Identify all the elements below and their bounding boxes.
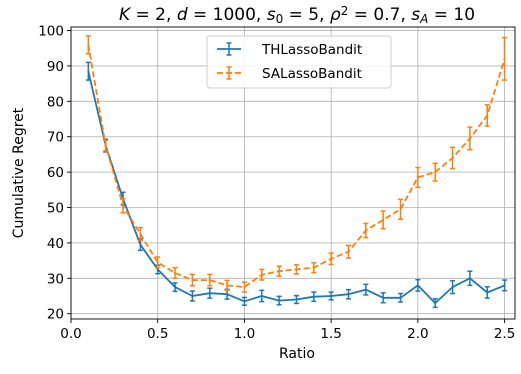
data-point-thlassobandit [486, 291, 489, 294]
data-point-thlassobandit [139, 243, 142, 246]
x-tick-label: 2.5 [494, 326, 515, 342]
data-point-salassobandit [451, 156, 454, 159]
data-point-thlassobandit [156, 268, 159, 271]
data-point-salassobandit [295, 268, 298, 271]
data-point-salassobandit [416, 176, 419, 179]
data-point-salassobandit [104, 144, 107, 147]
title-part: = 5, [283, 5, 330, 25]
data-point-salassobandit [399, 208, 402, 211]
data-point-thlassobandit [434, 302, 437, 305]
data-point-salassobandit [364, 229, 367, 232]
data-point-thlassobandit [416, 284, 419, 287]
y-tick-label: 40 [47, 236, 64, 252]
data-point-thlassobandit [191, 294, 194, 297]
title-part: d [177, 5, 188, 25]
data-point-thlassobandit [382, 296, 385, 299]
title-part: = 2, [130, 5, 177, 25]
title-part: = 10 [428, 5, 475, 25]
x-axis: 0.0 0.5 1.0 1.5 2.0 2.5 [60, 319, 515, 342]
chart-title: K = 2, d = 1000, s0 = 5, ρ2 = 0.7, sA = … [119, 4, 475, 26]
y-axis: 20 30 40 50 60 70 80 90 100 [38, 24, 71, 323]
data-point-thlassobandit [278, 299, 281, 302]
data-point-thlassobandit [364, 288, 367, 291]
data-point-salassobandit [312, 266, 315, 269]
data-point-thlassobandit [260, 294, 263, 297]
data-point-salassobandit [226, 284, 229, 287]
data-point-salassobandit [139, 233, 142, 236]
title-part: s [411, 5, 420, 25]
data-point-thlassobandit [503, 284, 506, 287]
data-point-salassobandit [434, 171, 437, 174]
y-tick-label: 20 [47, 307, 64, 323]
legend: THLassoBandit SALassoBandit [206, 35, 392, 89]
x-tick-label: 1.0 [234, 326, 255, 342]
data-point-salassobandit [191, 279, 194, 282]
x-tick-label: 0.0 [60, 326, 81, 342]
legend-box [206, 35, 392, 89]
y-tick-label: 80 [47, 94, 64, 110]
data-point-thlassobandit [347, 293, 350, 296]
y-tick-label: 100 [38, 24, 64, 40]
title-part: ρ [330, 5, 341, 25]
data-point-thlassobandit [312, 295, 315, 298]
data-point-salassobandit [278, 270, 281, 273]
data-point-salassobandit [347, 250, 350, 253]
series-layer [85, 35, 508, 309]
legend-entry-thlassobandit: THLassoBandit [217, 42, 362, 58]
y-axis-label: Cumulative Regret [11, 107, 27, 238]
data-point-salassobandit [382, 218, 385, 221]
data-point-thlassobandit [399, 296, 402, 299]
data-point-thlassobandit [226, 293, 229, 296]
title-part: A [419, 12, 428, 26]
data-point-thlassobandit [295, 298, 298, 301]
data-point-salassobandit [468, 137, 471, 140]
title-part: s [267, 5, 276, 25]
data-point-thlassobandit [243, 300, 246, 303]
data-point-salassobandit [122, 204, 125, 207]
data-point-thlassobandit [87, 70, 90, 73]
title-part: 2 [341, 4, 349, 18]
data-point-salassobandit [208, 279, 211, 282]
data-point-thlassobandit [208, 292, 211, 295]
data-point-salassobandit [503, 57, 506, 60]
data-point-thlassobandit [330, 294, 333, 297]
data-point-salassobandit [243, 286, 246, 289]
series-salassobandit [85, 35, 508, 293]
plot-frame [70, 26, 516, 320]
title-part: = 0.7, [348, 5, 411, 25]
data-point-thlassobandit [174, 286, 177, 289]
x-axis-label: Ratio [279, 346, 315, 362]
y-tick-label: 90 [47, 59, 64, 75]
data-point-thlassobandit [468, 277, 471, 280]
legend-label-salassobandit: SALassoBandit [262, 66, 362, 82]
y-tick-label: 50 [47, 201, 64, 217]
x-tick-label: 0.5 [147, 326, 168, 342]
data-point-salassobandit [87, 43, 90, 46]
data-point-salassobandit [174, 271, 177, 274]
title-part: K [119, 5, 132, 25]
data-point-salassobandit [260, 273, 263, 276]
data-point-salassobandit [330, 257, 333, 260]
legend-entry-salassobandit: SALassoBandit [217, 66, 362, 82]
title-part: 0 [276, 12, 284, 26]
x-tick-label: 1.5 [320, 326, 341, 342]
data-point-thlassobandit [451, 286, 454, 289]
title-part: = 1000, [188, 5, 267, 25]
data-point-salassobandit [156, 261, 159, 264]
y-tick-label: 60 [47, 165, 64, 181]
y-tick-label: 70 [47, 130, 64, 146]
x-tick-label: 2.0 [407, 326, 428, 342]
legend-label-thlassobandit: THLassoBandit [261, 42, 362, 58]
y-tick-label: 30 [47, 271, 64, 287]
data-point-salassobandit [486, 114, 489, 117]
